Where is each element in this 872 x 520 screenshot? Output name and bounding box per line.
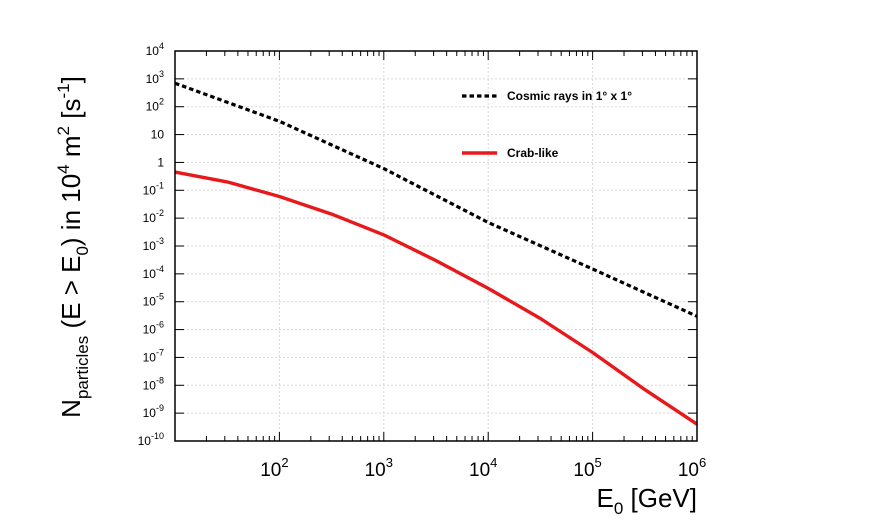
y-tick-label: 103 [146, 69, 164, 86]
y-axis-title-part4: [s [56, 99, 86, 126]
x-tick-label: 102 [260, 455, 288, 481]
series-layer [174, 81, 698, 426]
y-tick-label: 10-1 [143, 180, 164, 197]
y-axis-title-part1: (E > E [56, 256, 86, 336]
y-axis-title-n: N [56, 399, 86, 418]
x-tick-label: 106 [678, 455, 706, 481]
legend: Cosmic rays in 1° x 1° Crab-like [462, 89, 632, 160]
y-tick-label: 10-2 [143, 208, 164, 225]
legend-label-1: Crab-like [507, 146, 559, 160]
y-tick-label: 10-7 [143, 347, 164, 364]
y-tick-label: 10-6 [143, 320, 164, 337]
y-tick-label: 10-3 [143, 236, 164, 253]
legend-label-0: Cosmic rays in 1° x 1° [507, 89, 632, 103]
y-axis-title: Nparticles (E > E0) in 104 m2 [s-1] [54, 76, 92, 418]
y-axis-title-n-sub: particles [73, 336, 92, 399]
y-tick-label: 10 [151, 128, 165, 142]
series-line-0 [174, 81, 698, 318]
y-tick-label: 10-8 [143, 375, 164, 392]
y-tick-label: 102 [146, 97, 164, 114]
grid [175, 51, 697, 441]
x-axis-title-sub: 0 [614, 499, 623, 518]
y-axis-title-part5: ] [56, 76, 86, 83]
series-line-1 [174, 170, 698, 426]
x-axis-title-unit: [GeV] [623, 483, 697, 513]
x-tick-label: 105 [573, 455, 601, 481]
x-axis-title-main: E [596, 483, 613, 513]
y-tick-label: 104 [146, 41, 164, 58]
y-tick-label: 10-10 [138, 431, 164, 448]
y-tick-label: 10-9 [143, 403, 164, 420]
x-tick-label: 103 [365, 455, 393, 481]
y-tick-label: 10-4 [143, 264, 164, 281]
ticks: 102 103 104 105 10610410310210110-110-210-31… [138, 41, 707, 481]
x-axis-title: E0 [GeV] [596, 483, 697, 518]
y-axis-title-part3-sup: 2 [54, 126, 73, 135]
y-axis-title-part3: m [56, 135, 86, 164]
y-axis-title-part1-sub: 0 [73, 246, 92, 255]
y-tick-label: 10-5 [143, 292, 164, 309]
y-axis-title-part4-sup: -1 [54, 83, 73, 98]
y-axis-title-part2: ) in 10 [56, 174, 86, 246]
y-tick-label: 1 [157, 155, 164, 169]
y-axis-title-part2-sup: 4 [54, 164, 73, 173]
x-tick-label: 104 [469, 455, 497, 481]
